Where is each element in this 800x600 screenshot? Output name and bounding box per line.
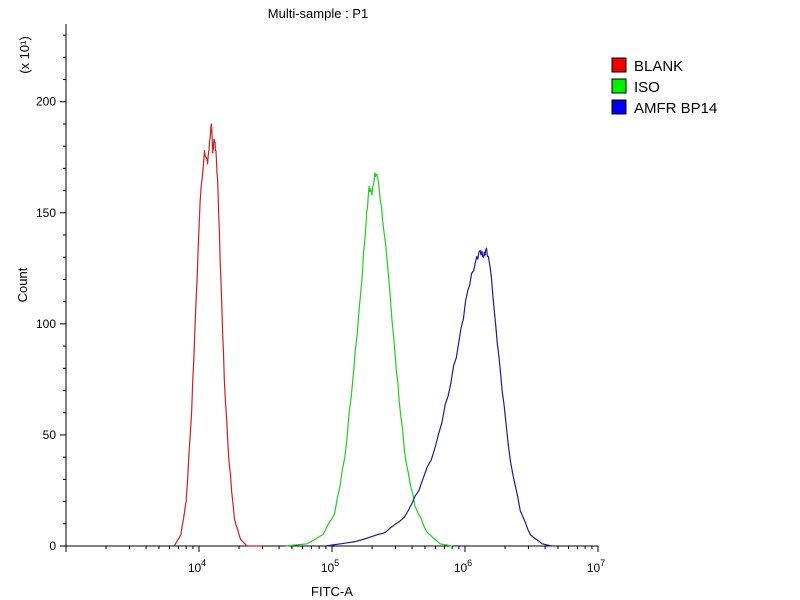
- legend: BLANK ISO AMFR BP14: [611, 57, 717, 117]
- series-group: [173, 123, 553, 547]
- series-line-blank: [173, 123, 263, 547]
- y-tick-label: 150: [36, 206, 56, 220]
- series-line-amfr-bp14: [325, 247, 553, 547]
- legend-swatch: [611, 78, 627, 94]
- series-line-iso: [285, 172, 453, 547]
- x-tick-label: 107: [587, 558, 605, 575]
- x-tick-label: 104: [188, 558, 206, 575]
- legend-swatch: [611, 57, 627, 73]
- y-tick-label: 100: [36, 317, 56, 331]
- y-axis-label: Count: [15, 267, 30, 302]
- y-tick-label: 200: [36, 95, 56, 109]
- x-axis-label: FITC-A: [311, 584, 353, 599]
- y-multiplier-label: (x 10¹): [17, 36, 32, 74]
- legend-label: ISO: [634, 79, 660, 96]
- legend-swatch: [611, 99, 627, 115]
- legend-label: BLANK: [634, 58, 683, 75]
- y-tick-label: 0: [49, 539, 56, 553]
- y-tick-label: 50: [43, 428, 57, 442]
- x-tick-label: 106: [454, 558, 472, 575]
- axes: 0 50 100 150 200 104 105 106 107: [36, 24, 605, 575]
- x-tick-label: 105: [321, 558, 339, 575]
- chart-title: Multi-sample : P1: [268, 6, 368, 21]
- legend-label: AMFR BP14: [634, 100, 717, 117]
